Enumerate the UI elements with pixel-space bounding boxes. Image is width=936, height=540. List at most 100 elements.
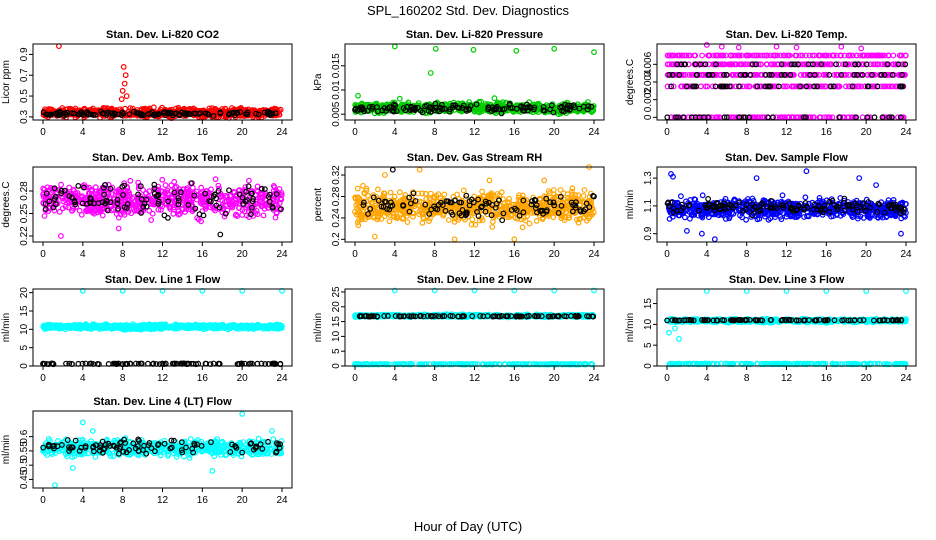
data-point (68, 106, 75, 113)
x-tick-label: 20 (861, 127, 873, 138)
data-point (773, 43, 780, 50)
data-point (699, 192, 706, 199)
data-point (152, 111, 159, 118)
data-point (161, 212, 168, 219)
data-point (387, 189, 394, 196)
x-tick-label: 16 (509, 249, 521, 260)
data-point (255, 111, 262, 118)
y-tick-label: 0.9 (19, 47, 30, 61)
data-point (118, 96, 125, 103)
data-points (40, 43, 284, 121)
data-point (793, 44, 800, 51)
data-point (40, 109, 47, 116)
data-point (41, 213, 48, 219)
data-point (859, 114, 866, 121)
data-point (396, 189, 403, 196)
x-tick-label: 8 (432, 127, 438, 138)
x-tick-label: 0 (40, 249, 46, 260)
data-point (149, 210, 156, 217)
x-tick-label: 16 (197, 127, 209, 138)
y-tick-label: 0.32 (331, 165, 342, 185)
y-axis-label: kPa (313, 73, 324, 91)
data-point (212, 176, 219, 183)
data-point (127, 105, 134, 112)
x-tick-label: 24 (588, 127, 600, 138)
data-point (58, 181, 64, 188)
data-point (391, 43, 398, 50)
x-tick-label: 8 (120, 127, 126, 138)
data-point (229, 110, 235, 117)
data-point (165, 109, 172, 116)
y-tick-label: 0.5 (19, 89, 30, 103)
data-point (92, 112, 99, 118)
x-tick-label: 20 (549, 249, 561, 260)
x-tick-label: 12 (469, 249, 481, 260)
data-point (68, 110, 75, 116)
x-tick-label: 24 (588, 249, 600, 260)
y-tick-label: 0.25 (19, 203, 30, 223)
y-axis-label: degrees.C (625, 59, 636, 105)
data-points (40, 176, 285, 239)
data-points (664, 168, 909, 243)
data-point (479, 188, 486, 195)
data-point (533, 217, 540, 224)
data-point (226, 187, 232, 194)
data-point (489, 224, 496, 230)
data-point (591, 49, 597, 56)
x-tick-label: 0 (664, 127, 670, 138)
y-tick-label: 0.22 (19, 226, 30, 246)
data-point (84, 109, 91, 116)
data-point (76, 111, 83, 117)
data-point (432, 45, 439, 52)
data-point (115, 225, 122, 232)
data-point (396, 95, 403, 102)
y-axis-label: degrees.C (1, 181, 12, 227)
data-point (46, 106, 52, 112)
x-tick-label: 0 (352, 249, 358, 260)
y-axis-label: Licor ppm (1, 60, 12, 104)
x-tick-label: 24 (276, 127, 288, 138)
data-point (126, 111, 133, 117)
data-point (184, 111, 191, 117)
data-point (66, 184, 73, 191)
x-tick-label: 16 (821, 127, 833, 138)
x-tick-label: 4 (80, 127, 86, 138)
data-point (245, 177, 252, 184)
data-point (416, 166, 423, 173)
x-tick-label: 12 (157, 249, 169, 260)
data-point (445, 217, 452, 224)
y-tick-label: 0.7 (19, 68, 30, 82)
data-point (580, 192, 587, 199)
data-point (699, 230, 705, 237)
x-tick-label: 12 (781, 127, 793, 138)
data-point (196, 111, 202, 117)
data-point (226, 110, 233, 117)
x-tick-label: 16 (197, 249, 209, 260)
data-point (470, 46, 477, 53)
data-point (873, 182, 879, 189)
data-point (159, 176, 166, 183)
x-tick-label: 4 (80, 249, 86, 260)
data-point (78, 211, 85, 218)
x-tick-label: 8 (120, 249, 126, 260)
x-tick-label: 0 (352, 127, 358, 138)
data-points (352, 164, 597, 243)
data-point (557, 187, 564, 193)
data-point (511, 236, 518, 243)
data-point (189, 184, 196, 191)
data-point (513, 47, 520, 54)
data-point (389, 166, 396, 173)
data-point (253, 110, 259, 117)
data-point (121, 80, 128, 87)
data-point (260, 212, 267, 219)
data-point (217, 231, 224, 238)
data-point (148, 217, 155, 224)
panel-4: Stan. Dev. Amb. Box Temp.degrees.C0 4 8 12 1… (1, 152, 293, 260)
y-axis-label: ml/min (625, 190, 636, 219)
panel-title: Stan. Dev. Li-820 CO2 (106, 29, 219, 41)
data-points (664, 42, 909, 121)
data-point (856, 175, 863, 182)
data-point (360, 182, 366, 189)
